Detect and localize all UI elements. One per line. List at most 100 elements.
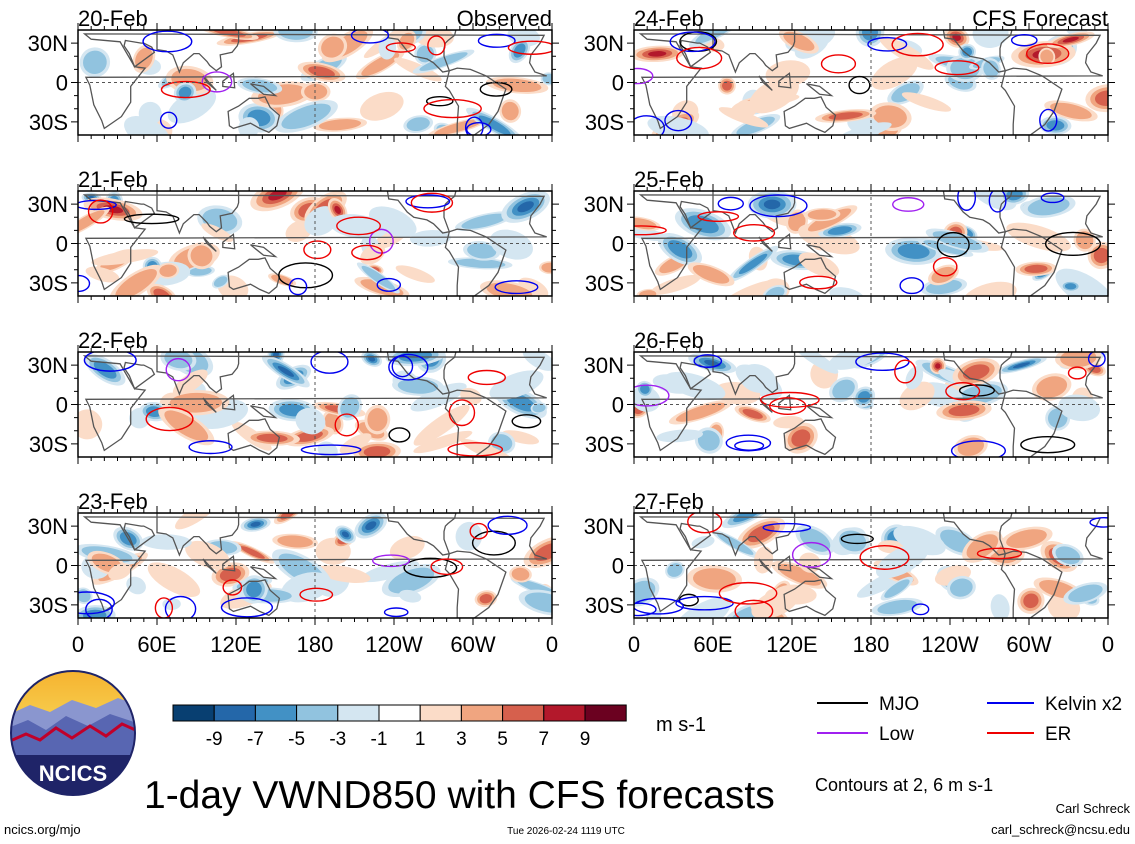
wave-contour-ER xyxy=(799,275,838,290)
anomaly-blob xyxy=(857,391,871,403)
chart-title: 1-day VWND850 with CFS forecasts xyxy=(144,774,775,817)
coastline xyxy=(386,30,457,73)
anomaly-blob xyxy=(1064,283,1077,290)
coastline xyxy=(250,83,278,97)
anomaly-blob xyxy=(1094,90,1108,106)
coastline xyxy=(156,30,240,74)
wave-contour-Kelvin x2 xyxy=(464,116,484,135)
wave-contour-Low xyxy=(201,71,233,93)
anomaly-blob xyxy=(388,567,435,594)
anomaly-blob xyxy=(378,36,397,60)
wave-contour-Kelvin x2 xyxy=(957,191,977,211)
x-tick-label: 0 xyxy=(628,632,640,657)
anomaly-blob xyxy=(518,277,549,296)
panel-22-Feb: 22-Feb xyxy=(71,328,559,464)
anomaly-blob xyxy=(409,230,451,247)
anomaly-blob xyxy=(1006,191,1023,201)
wave-contour-MJO xyxy=(388,427,411,443)
colorbar-label: 7 xyxy=(539,729,550,750)
coastline xyxy=(444,389,507,457)
y-tick-label: 30S xyxy=(585,110,624,135)
anomaly-blob xyxy=(324,412,342,432)
y-tick-label: 30N xyxy=(584,192,624,217)
anomaly-blob xyxy=(461,213,508,229)
panel-field xyxy=(634,352,1108,457)
coastline xyxy=(712,513,796,557)
wave-contour-ER xyxy=(423,98,482,119)
anomaly-blob xyxy=(1055,268,1108,296)
wave-contour-Kelvin x2 xyxy=(899,277,925,295)
wave-contour-ER xyxy=(334,413,359,437)
y-tick-label: 0 xyxy=(56,393,68,418)
anomaly-blob xyxy=(1060,352,1097,368)
anomaly-blob xyxy=(673,597,731,618)
panel-field xyxy=(78,352,552,457)
wave-contour-Kelvin x2 xyxy=(634,597,684,615)
y-tick-label: 30N xyxy=(28,353,68,378)
anomaly-blob xyxy=(115,269,157,296)
y-tick-label: 30N xyxy=(584,514,624,539)
coastline xyxy=(123,522,156,551)
wave-contour-Low xyxy=(165,357,191,382)
wave-contour-MJO xyxy=(848,75,871,95)
anomaly-blob xyxy=(783,31,815,51)
y-tick-label: 0 xyxy=(612,554,624,579)
anomaly-blob xyxy=(983,60,999,78)
wave-contour-MJO xyxy=(840,533,874,545)
anomaly-blob xyxy=(791,429,811,447)
anomaly-blob xyxy=(164,410,209,441)
y-tick-label: 0 xyxy=(612,232,624,257)
anomaly-blob xyxy=(1036,376,1068,398)
anomaly-blob xyxy=(318,119,362,131)
legend-label-kelvin: Kelvin x2 xyxy=(1045,694,1122,715)
anomaly-blob xyxy=(950,578,973,597)
anomaly-blob xyxy=(334,205,341,214)
y-tick-label: 30N xyxy=(584,31,624,56)
anomaly-blob xyxy=(153,288,171,296)
coastline xyxy=(1000,389,1063,457)
anomaly-blob xyxy=(295,407,326,435)
anomaly-blob xyxy=(93,361,117,379)
anomaly-blob xyxy=(877,599,918,615)
legend-label-low: Low xyxy=(879,724,914,745)
anomaly-blob xyxy=(467,243,497,259)
anomaly-blob xyxy=(524,592,552,613)
anomaly-blob xyxy=(792,352,839,374)
colorbar-label: -1 xyxy=(371,729,388,750)
anomaly-blob xyxy=(363,446,391,457)
wave-contour-ER xyxy=(891,32,944,57)
coastline xyxy=(444,550,507,618)
anomaly-blob xyxy=(340,397,360,418)
wave-contour-Kelvin x2 xyxy=(159,111,178,129)
wave-contour-ER xyxy=(87,199,114,224)
wave-contour-Kelvin x2 xyxy=(749,194,808,218)
wave-contour-Low xyxy=(892,197,925,212)
wave-contour-ER xyxy=(430,558,464,576)
coastline xyxy=(386,513,457,556)
colorbar-label: 9 xyxy=(580,729,591,750)
wave-contour-MJO xyxy=(1020,436,1076,454)
panel-date-label: 21-Feb xyxy=(78,167,148,192)
colorbar-box xyxy=(254,704,298,722)
coastline xyxy=(82,355,547,452)
wave-contour-Kelvin x2 xyxy=(717,196,744,211)
coastline xyxy=(250,405,278,419)
panel-25-Feb: 25-Feb xyxy=(627,167,1115,303)
coastline xyxy=(638,516,1103,613)
wave-contour-Kelvin x2 xyxy=(83,352,137,372)
colorbar-box xyxy=(419,704,462,722)
x-tick-label: 120W xyxy=(921,632,979,657)
coastline xyxy=(444,228,507,296)
coastline xyxy=(806,83,834,97)
coastline xyxy=(123,200,156,229)
anomaly-blob xyxy=(135,47,153,70)
wave-contour-Kelvin x2 xyxy=(288,277,308,296)
anomaly-blob xyxy=(479,593,493,604)
wave-contour-Kelvin x2 xyxy=(391,355,414,378)
wave-contour-ER xyxy=(469,522,489,540)
x-tick-label: 60W xyxy=(1006,632,1051,657)
anomaly-blob xyxy=(697,430,720,451)
anomaly-blob xyxy=(648,51,667,57)
panel-field xyxy=(78,30,552,135)
anomaly-blob xyxy=(321,36,344,58)
